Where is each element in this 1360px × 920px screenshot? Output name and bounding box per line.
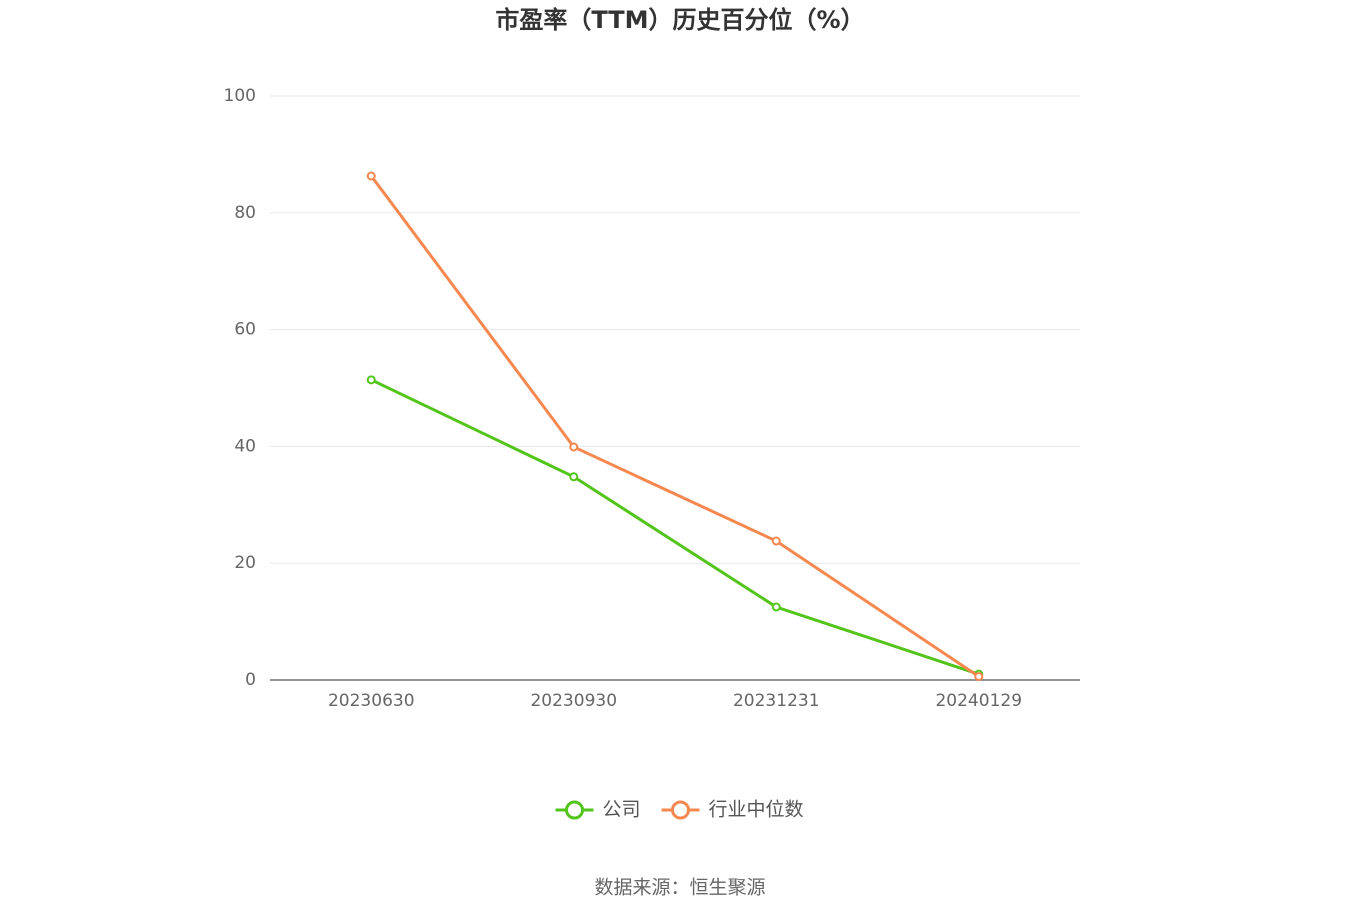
x-tick-label: 20231231 — [733, 691, 820, 711]
x-tick-label: 20240129 — [935, 691, 1022, 711]
point — [366, 375, 376, 385]
y-tick-label: 100 — [224, 86, 256, 106]
x-tick-label: 20230930 — [530, 691, 617, 711]
y-tick-label: 60 — [234, 320, 256, 340]
point — [569, 472, 579, 482]
chart-title: 市盈率（TTM）历史百分位（%） — [495, 6, 864, 34]
point — [569, 442, 579, 452]
point — [771, 602, 781, 612]
legend-marker[interactable] — [565, 800, 584, 820]
legend-label[interactable]: 公司 — [603, 799, 641, 821]
series-line — [370, 175, 980, 678]
source-note: 数据来源：恒生聚源 — [594, 877, 765, 899]
series-line — [370, 378, 980, 676]
point — [771, 536, 781, 546]
point — [974, 671, 984, 681]
y-tick-label: 40 — [234, 436, 256, 456]
y-tick-label: 20 — [234, 553, 256, 573]
legend-marker[interactable] — [671, 800, 690, 820]
legend-label[interactable]: 行业中位数 — [709, 799, 804, 821]
x-tick-label: 20230630 — [328, 691, 415, 711]
y-tick-label: 0 — [245, 670, 256, 690]
point — [366, 171, 376, 181]
y-tick-label: 80 — [234, 203, 256, 223]
